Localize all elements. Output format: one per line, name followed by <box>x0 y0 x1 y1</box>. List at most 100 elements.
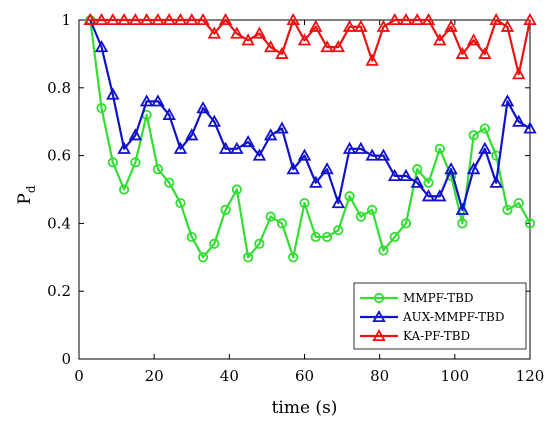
data-point-ka-pf-tbd <box>207 26 222 39</box>
series-aux-mmpf-tbd <box>83 12 537 215</box>
data-point-ka-pf-tbd <box>455 46 470 59</box>
legend-label: MMPF-TBD <box>403 291 474 305</box>
data-point-mmpf-tbd <box>96 103 107 114</box>
data-point-aux-mmpf-tbd <box>320 162 334 175</box>
data-point-mmpf-tbd <box>299 197 310 209</box>
data-point-ka-pf-tbd <box>117 12 131 26</box>
data-point-aux-mmpf-tbd <box>478 141 492 154</box>
data-point-aux-mmpf-tbd <box>106 87 120 100</box>
legend-label: KA-PF-TBD <box>403 329 470 343</box>
data-point-aux-mmpf-tbd <box>331 196 346 209</box>
data-point-mmpf-tbd <box>220 204 231 215</box>
data-point-mmpf-tbd <box>197 252 209 263</box>
data-point-ka-pf-tbd <box>252 26 267 39</box>
legend-marker <box>372 309 386 323</box>
data-point-aux-mmpf-tbd <box>286 162 300 175</box>
y-axis-label-subscript: d <box>24 185 38 193</box>
data-point-ka-pf-tbd <box>433 33 447 46</box>
data-point-mmpf-tbd <box>107 157 118 168</box>
data-point-aux-mmpf-tbd <box>511 114 526 127</box>
data-point-ka-pf-tbd <box>399 12 413 26</box>
axis-ticks: 0 20 40 60 80 100 120 0 0.2 0.4 0.6 0.8 1 <box>47 11 544 385</box>
data-point-ka-pf-tbd <box>365 53 379 66</box>
data-point-aux-mmpf-tbd <box>297 148 312 161</box>
data-point-aux-mmpf-tbd <box>354 141 368 154</box>
y-tick-label: 0.2 <box>47 282 71 300</box>
data-point-mmpf-tbd <box>434 143 445 154</box>
data-point-aux-mmpf-tbd <box>252 148 267 161</box>
data-point-ka-pf-tbd <box>523 12 537 26</box>
series-line-mmpf-tbd <box>89 19 531 259</box>
data-point-aux-mmpf-tbd <box>94 40 109 53</box>
x-axis-label: time (s) <box>272 398 338 418</box>
y-axis-label: Pd <box>15 185 38 204</box>
legend-label: AUX-MMPF-TBD <box>402 310 504 324</box>
data-point-aux-mmpf-tbd <box>275 121 289 134</box>
data-point-ka-pf-tbd <box>376 19 391 32</box>
data-point-mmpf-tbd <box>344 191 355 202</box>
data-point-aux-mmpf-tbd <box>399 168 413 182</box>
data-point-aux-mmpf-tbd <box>365 148 379 161</box>
data-point-ka-pf-tbd <box>500 19 515 32</box>
legend: MMPF-TBD AUX-MMPF-TBD KA-PF-TBD <box>353 282 527 350</box>
series-ka-pf-tbd <box>83 12 537 80</box>
data-point-ka-pf-tbd <box>162 12 176 26</box>
legend-entry-aux-mmpf-tbd: AUX-MMPF-TBD <box>360 309 504 324</box>
data-point-mmpf-tbd <box>468 130 479 141</box>
series-layer <box>83 12 537 263</box>
data-point-mmpf-tbd <box>276 218 288 229</box>
data-point-aux-mmpf-tbd <box>230 141 244 154</box>
x-tick-label: 20 <box>145 367 164 385</box>
data-point-aux-mmpf-tbd <box>376 148 391 161</box>
data-point-mmpf-tbd <box>243 252 254 263</box>
data-point-mmpf-tbd <box>412 164 423 175</box>
data-point-mmpf-tbd <box>389 231 400 243</box>
data-point-ka-pf-tbd <box>466 33 481 46</box>
data-point-ka-pf-tbd <box>83 12 98 26</box>
data-point-ka-pf-tbd <box>151 12 165 26</box>
series-mmpf-tbd <box>85 14 536 263</box>
data-point-mmpf-tbd <box>130 157 141 168</box>
data-point-ka-pf-tbd <box>489 12 503 26</box>
data-point-ka-pf-tbd <box>185 12 199 26</box>
data-point-mmpf-tbd <box>479 123 490 134</box>
data-point-aux-mmpf-tbd <box>196 101 210 114</box>
data-point-aux-mmpf-tbd <box>241 134 255 148</box>
data-point-mmpf-tbd <box>175 197 186 209</box>
y-tick-label: 0 <box>61 350 71 368</box>
y-tick-label: 0.6 <box>47 147 71 165</box>
x-tick-label: 80 <box>370 367 389 385</box>
y-tick-label: 0.8 <box>47 79 71 97</box>
data-point-aux-mmpf-tbd <box>162 107 176 120</box>
data-point-ka-pf-tbd <box>218 12 233 26</box>
data-point-aux-mmpf-tbd <box>173 141 188 154</box>
data-point-ka-pf-tbd <box>94 12 109 26</box>
data-point-ka-pf-tbd <box>309 19 323 32</box>
data-point-ka-pf-tbd <box>410 12 424 26</box>
data-point-ka-pf-tbd <box>139 12 154 26</box>
data-point-ka-pf-tbd <box>320 40 334 53</box>
data-point-mmpf-tbd <box>209 238 220 249</box>
data-point-ka-pf-tbd <box>106 12 120 26</box>
data-point-ka-pf-tbd <box>478 46 492 59</box>
data-point-mmpf-tbd <box>164 177 175 188</box>
data-point-aux-mmpf-tbd <box>387 168 402 182</box>
data-point-ka-pf-tbd <box>444 19 458 32</box>
data-point-aux-mmpf-tbd <box>218 141 233 154</box>
data-point-aux-mmpf-tbd <box>523 121 537 134</box>
data-point-aux-mmpf-tbd <box>263 128 278 141</box>
data-point-ka-pf-tbd <box>331 40 346 53</box>
data-point-mmpf-tbd <box>400 218 412 229</box>
data-point-ka-pf-tbd <box>354 19 368 32</box>
data-point-ka-pf-tbd <box>173 12 188 26</box>
data-point-ka-pf-tbd <box>421 12 436 26</box>
data-point-ka-pf-tbd <box>196 12 210 26</box>
y-tick-label: 1 <box>61 11 71 29</box>
data-point-aux-mmpf-tbd <box>500 94 515 107</box>
data-point-mmpf-tbd <box>310 231 321 243</box>
data-point-mmpf-tbd <box>423 177 434 188</box>
data-point-aux-mmpf-tbd <box>151 94 165 107</box>
data-point-aux-mmpf-tbd <box>444 162 458 175</box>
data-point-aux-mmpf-tbd <box>185 128 199 141</box>
